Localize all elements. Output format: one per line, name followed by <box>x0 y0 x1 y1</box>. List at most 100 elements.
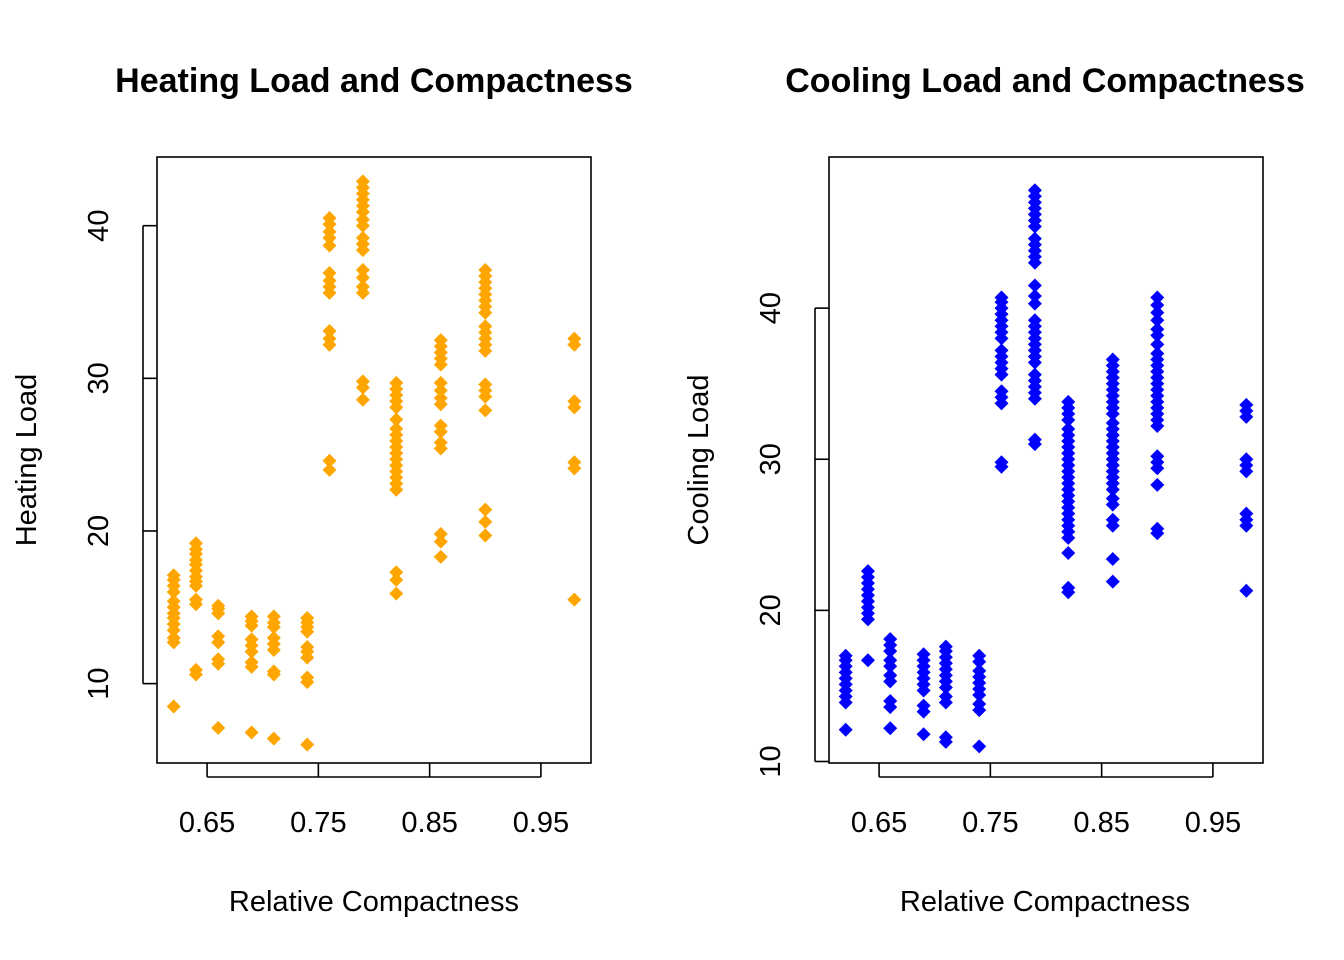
data-point-cooling <box>1150 313 1165 328</box>
data-point-cooling <box>1150 305 1165 320</box>
data-point-cooling <box>938 639 953 654</box>
data-point-heating <box>244 632 259 647</box>
y-tick-label-cooling: 40 <box>755 292 787 324</box>
data-point-heating <box>322 273 337 288</box>
data-point-heating <box>266 609 281 624</box>
data-point-cooling <box>1150 521 1165 536</box>
data-point-cooling <box>1105 491 1120 506</box>
data-point-heating <box>433 549 448 564</box>
data-point-heating <box>322 211 337 226</box>
data-point-heating <box>389 375 404 390</box>
data-point-heating <box>322 324 337 339</box>
x-tick-label-heating: 0.75 <box>290 807 346 839</box>
data-point-cooling <box>1150 337 1165 352</box>
y-axis-label-heating: Heating Load <box>11 374 43 547</box>
x-tick-label-cooling: 0.95 <box>1185 807 1241 839</box>
data-point-heating <box>433 383 448 398</box>
data-point-heating <box>355 212 370 227</box>
data-point-heating <box>389 412 404 427</box>
data-point-cooling <box>860 653 875 668</box>
data-point-heating <box>322 266 337 281</box>
data-points-cooling <box>838 183 1254 754</box>
plot-frame-heating <box>156 156 592 764</box>
data-point-heating <box>300 737 315 752</box>
data-point-cooling <box>1150 290 1165 305</box>
data-point-heating <box>322 224 337 239</box>
y-axis-label-cooling: Cooling Load <box>683 375 715 546</box>
data-point-heating <box>478 528 493 543</box>
data-point-cooling <box>1027 231 1042 246</box>
data-point-heating <box>355 174 370 189</box>
data-point-cooling <box>1027 289 1042 304</box>
data-point-cooling <box>1105 352 1120 367</box>
x-axis-label-heating: Relative Compactness <box>229 886 519 918</box>
data-point-heating <box>300 670 315 685</box>
data-point-cooling <box>1150 449 1165 464</box>
data-point-heating <box>478 377 493 392</box>
data-point-cooling <box>1239 397 1254 412</box>
data-point-heating <box>211 652 226 667</box>
data-point-heating <box>244 655 259 670</box>
data-point-heating <box>211 720 226 735</box>
data-point-cooling <box>883 694 898 709</box>
y-tick-label-cooling: 20 <box>755 594 787 626</box>
data-point-heating <box>166 568 181 583</box>
data-point-heating <box>322 453 337 468</box>
plot-frame-cooling <box>828 156 1264 764</box>
data-point-cooling <box>972 739 987 754</box>
data-point-heating <box>433 391 448 406</box>
data-point-heating <box>478 403 493 418</box>
data-point-heating <box>433 375 448 390</box>
x-tick-label-cooling: 0.65 <box>851 807 907 839</box>
data-point-heating <box>300 610 315 625</box>
data-point-heating <box>266 630 281 645</box>
heating-load-panel: Heating Load and Compactness 0.65 0.75 0.8… <box>11 62 633 918</box>
data-point-heating <box>322 331 337 346</box>
data-point-cooling <box>1105 574 1120 589</box>
x-tick-label-heating: 0.85 <box>401 807 457 839</box>
cooling-load-panel: Cooling Load and Compactness 0.65 0.75 0.8… <box>683 62 1305 918</box>
data-point-heating <box>389 572 404 587</box>
data-point-cooling <box>916 698 931 713</box>
y-tick-label-cooling: 30 <box>755 443 787 475</box>
x-tick-label-cooling: 0.85 <box>1073 807 1129 839</box>
data-point-cooling <box>994 290 1009 305</box>
data-point-cooling <box>1061 580 1076 595</box>
data-point-heating <box>389 586 404 601</box>
data-point-heating <box>166 699 181 714</box>
data-point-cooling <box>1239 506 1254 521</box>
data-point-heating <box>355 392 370 407</box>
data-point-heating <box>567 592 582 607</box>
data-point-cooling <box>1027 278 1042 293</box>
data-point-cooling <box>1150 298 1165 313</box>
data-point-heating <box>433 418 448 433</box>
y-tick-label-heating: 10 <box>83 667 115 699</box>
data-point-cooling <box>1239 452 1254 467</box>
data-point-heating <box>300 639 315 654</box>
data-point-cooling <box>938 689 953 704</box>
data-point-heating <box>166 630 181 645</box>
data-point-heating <box>567 331 582 346</box>
data-point-heating <box>166 594 181 609</box>
data-point-heating <box>478 319 493 334</box>
x-tick-label-heating: 0.65 <box>179 807 235 839</box>
data-point-cooling <box>1027 432 1042 447</box>
data-point-heating <box>266 731 281 746</box>
y-axis-cooling: 10 20 30 40 <box>755 292 829 778</box>
data-point-cooling <box>838 648 853 663</box>
data-point-cooling <box>1027 296 1042 311</box>
data-point-heating <box>433 527 448 542</box>
data-point-cooling <box>1239 583 1254 598</box>
chart-title-heating: Heating Load and Compactness <box>115 62 633 100</box>
data-point-heating <box>244 725 259 740</box>
x-axis-heating: 0.65 0.75 0.85 0.95 <box>179 763 569 839</box>
y-tick-label-heating: 40 <box>83 210 115 242</box>
data-point-heating <box>389 565 404 580</box>
chart-title-cooling: Cooling Load and Compactness <box>785 62 1304 100</box>
data-point-heating <box>355 374 370 389</box>
x-axis-label-cooling: Relative Compactness <box>900 886 1190 918</box>
data-point-heating <box>355 262 370 277</box>
data-point-cooling <box>1105 415 1120 430</box>
data-point-heating <box>322 462 337 477</box>
